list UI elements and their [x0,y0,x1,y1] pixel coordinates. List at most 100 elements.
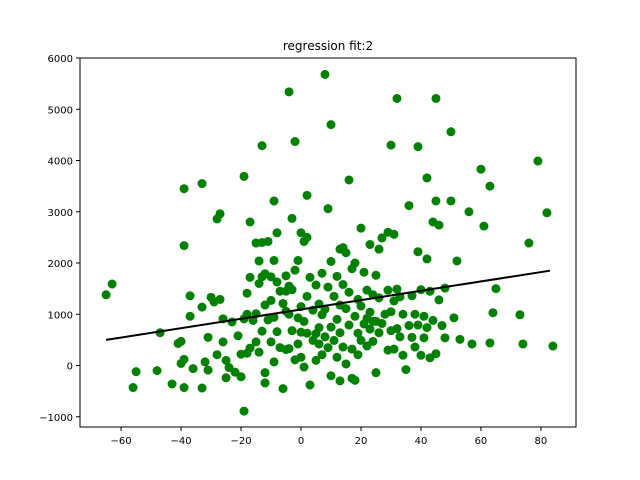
data-point [413,142,423,152]
data-point [317,268,327,278]
data-point [128,383,138,393]
data-point [272,327,282,337]
data-point [524,238,534,248]
data-point [257,141,267,151]
data-point [101,290,111,300]
data-point [293,339,303,349]
data-point [302,190,312,200]
data-point [407,332,417,342]
data-point [215,209,225,219]
data-point [338,342,348,352]
data-point [299,362,309,372]
data-point [218,337,228,347]
data-point [152,366,162,376]
data-point [332,271,342,281]
data-point [290,265,300,275]
data-point [404,321,414,331]
data-point [176,336,186,346]
data-point [356,223,366,233]
data-point [359,267,369,277]
data-point [365,324,375,334]
data-point [392,324,402,334]
data-point [323,282,333,292]
data-point [323,343,333,353]
data-point [356,335,366,345]
x-tick-label: 80 [535,436,548,447]
data-point [299,316,309,326]
data-point [404,201,414,211]
data-point [416,350,426,360]
x-tick-label: 60 [475,436,488,447]
y-tick-label: −1000 [39,413,73,424]
data-point [548,341,558,351]
data-point [374,328,384,338]
data-point [179,184,189,194]
data-point [515,310,525,320]
data-point [233,331,243,341]
data-point [254,347,264,357]
data-point [350,258,360,268]
data-point [353,328,363,338]
data-point [326,120,336,130]
data-point [272,228,282,238]
data-point [266,295,276,305]
data-point [377,318,387,328]
x-tick-label: −20 [230,436,251,447]
data-point [455,334,465,344]
data-point [314,339,324,349]
data-point [284,87,294,97]
data-point [329,291,339,301]
data-point [215,294,225,304]
data-point [383,285,393,295]
y-tick-label: 1000 [48,310,73,321]
data-point [398,350,408,360]
data-point [428,315,438,325]
data-point [263,236,273,246]
data-point [305,272,315,282]
data-point [386,140,396,150]
x-tick-label: 40 [415,436,428,447]
data-point [179,383,189,393]
data-point [323,204,333,214]
y-tick-label: 0 [67,362,73,373]
data-point [197,302,207,312]
data-point [350,311,360,321]
data-point [344,175,354,185]
data-point [320,69,330,79]
data-point [260,378,270,388]
data-point [374,244,384,254]
data-point [278,298,288,308]
data-point [203,332,213,342]
data-point [236,372,246,382]
data-point [245,343,255,353]
data-point [518,339,528,349]
data-point [287,326,297,336]
data-point [287,285,297,295]
data-point [269,196,279,206]
data-point [302,291,312,301]
data-point [452,256,462,266]
data-point [341,248,351,258]
data-point [290,137,300,147]
data-point [410,309,420,319]
data-point [386,307,396,317]
data-point [365,307,375,317]
x-tick-label: 0 [298,436,304,447]
data-point [371,368,381,378]
data-point [131,367,141,377]
data-point [326,256,336,266]
data-point [401,365,411,375]
data-point [398,309,408,319]
data-point [368,336,378,346]
data-point [347,344,357,354]
data-point [200,357,210,367]
data-point [413,320,423,330]
data-point [242,288,252,298]
data-point [464,207,474,217]
data-point [257,326,267,336]
data-point [488,308,498,318]
data-point [239,406,249,416]
data-points [101,69,558,416]
data-point [266,272,276,282]
data-point [332,352,342,362]
